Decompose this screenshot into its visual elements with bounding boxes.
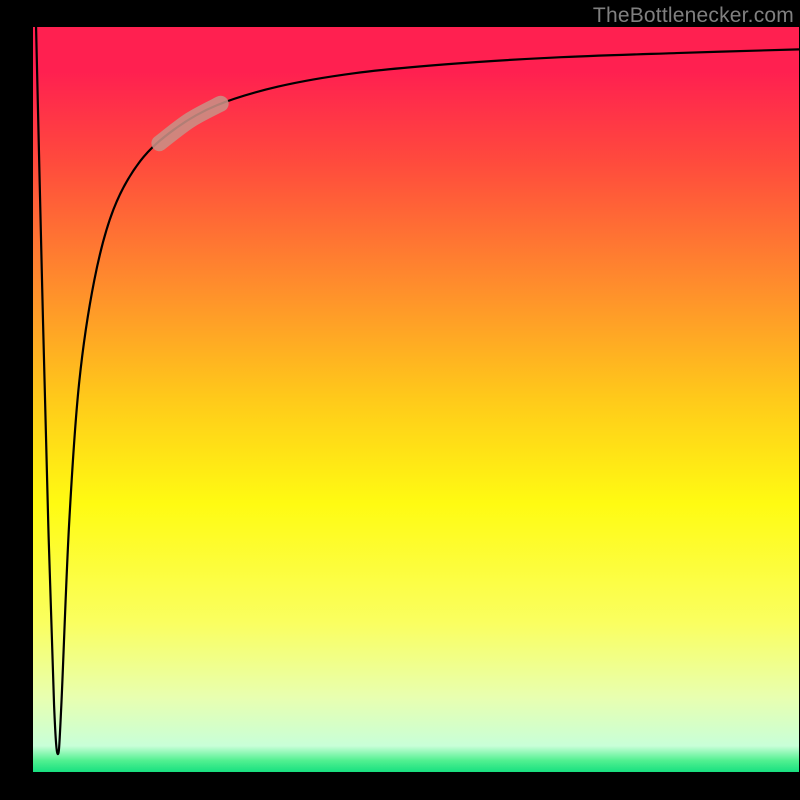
chart-svg xyxy=(0,0,800,800)
chart-container: TheBottleneсker.com xyxy=(0,0,800,800)
attribution-label: TheBottleneсker.com xyxy=(593,4,794,28)
plot-background xyxy=(33,27,799,772)
